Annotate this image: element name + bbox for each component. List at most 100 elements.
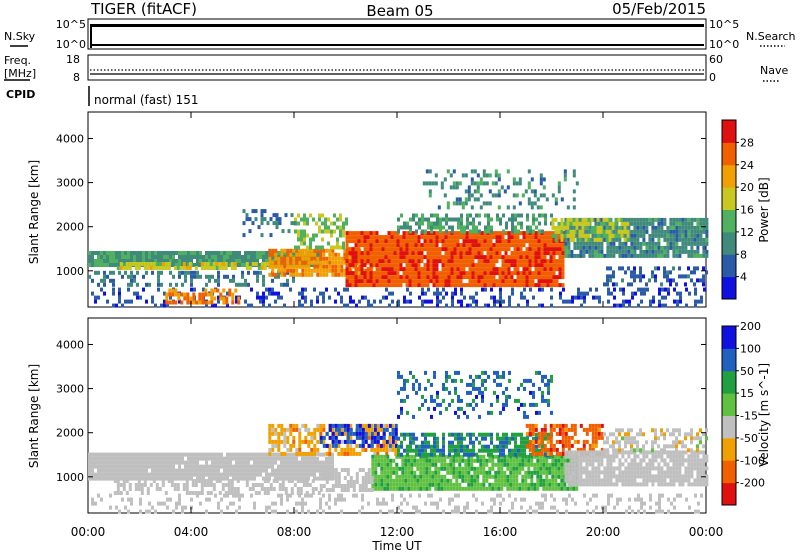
heatmap-cell	[507, 259, 511, 264]
heatmap-cell	[163, 299, 166, 304]
heatmap-cell	[504, 259, 508, 264]
heatmap-cell	[211, 274, 214, 279]
heatmap-cell	[318, 225, 321, 230]
heatmap-cell	[265, 468, 268, 473]
heatmap-cell	[351, 255, 355, 260]
heatmap-cell	[304, 468, 307, 473]
heatmap-cell	[494, 181, 498, 186]
heatmap-cell	[408, 247, 412, 252]
heatmap-cell	[351, 271, 355, 276]
heatmap-cell	[538, 213, 541, 218]
heatmap-cell	[286, 452, 289, 457]
heatmap-cell	[380, 478, 384, 483]
heatmap-cell	[205, 456, 208, 461]
heatmap-cell	[217, 505, 220, 510]
heatmap-cell	[169, 468, 172, 473]
heatmap-cell	[172, 468, 175, 473]
heatmap-cell	[426, 279, 430, 284]
heatmap-cell	[454, 291, 457, 296]
heatmap-cell	[702, 237, 706, 242]
heatmap-cell	[405, 231, 409, 236]
heatmap-cell	[357, 255, 361, 260]
heatmap-cell	[633, 253, 637, 258]
heatmap-cell	[237, 296, 241, 301]
heatmap-cell	[485, 470, 489, 475]
heatmap-cell	[103, 460, 106, 465]
heatmap-cell	[278, 483, 282, 487]
heatmap-cell	[546, 251, 550, 256]
heatmap-cell	[370, 427, 374, 432]
heatmap-cell	[405, 279, 409, 284]
heatmap-cell	[343, 427, 347, 432]
heatmap-cell	[414, 271, 418, 276]
heatmap-cell	[106, 259, 109, 263]
heatmap-cell	[633, 270, 636, 275]
heatmap-cell	[465, 283, 469, 288]
heatmap-cell	[519, 231, 523, 236]
heatmap-cell	[572, 221, 576, 226]
heatmap-cell	[214, 452, 217, 457]
heatmap-cell	[336, 237, 339, 242]
heatmap-cell	[654, 241, 658, 246]
heatmap-cell	[211, 452, 214, 457]
heatmap-cell	[396, 283, 400, 288]
heatmap-cell	[390, 275, 394, 280]
heatmap-cell	[157, 452, 160, 457]
heatmap-cell	[658, 505, 661, 510]
heatmap-cell	[221, 262, 225, 266]
heatmap-cell	[523, 287, 526, 292]
heatmap-cell	[687, 274, 690, 279]
heatmap-cell	[354, 267, 358, 272]
heatmap-cell	[145, 460, 148, 465]
heatmap-cell	[542, 193, 546, 198]
heatmap-cell	[103, 291, 106, 296]
heatmap-cell	[417, 263, 421, 268]
heatmap-cell	[495, 255, 499, 260]
heatmap-cell	[214, 472, 217, 477]
heatmap-cell	[482, 169, 486, 174]
heatmap-cell	[414, 259, 418, 264]
heatmap-cell	[163, 251, 166, 255]
heatmap-cell	[530, 470, 534, 475]
heatmap-cell	[253, 472, 256, 477]
heatmap-cell	[530, 462, 534, 467]
heatmap-cell	[211, 468, 214, 473]
heatmap-cell	[551, 466, 555, 471]
power-heatmap	[88, 169, 709, 308]
heatmap-cell	[480, 259, 484, 264]
heatmap-cell	[130, 270, 133, 275]
heatmap-cell	[378, 279, 382, 284]
heatmap-cell	[299, 491, 303, 495]
heatmap-cell	[241, 259, 244, 263]
heatmap-cell	[184, 505, 187, 510]
heatmap-cell	[518, 454, 522, 459]
heatmap-cell	[510, 279, 514, 284]
heatmap-cell	[94, 464, 97, 469]
heatmap-cell	[134, 483, 138, 487]
heatmap-cell	[88, 274, 91, 279]
heatmap-cell	[148, 464, 151, 469]
heatmap-cell	[518, 482, 522, 487]
heatmap-cell	[524, 462, 528, 467]
heatmap-cell	[452, 470, 456, 475]
heatmap-cell	[163, 464, 166, 469]
heatmap-cell	[301, 248, 305, 253]
heatmap-cell	[473, 466, 477, 471]
heatmap-cell	[214, 493, 217, 498]
heatmap-cell	[495, 271, 499, 276]
heatmap-cell	[154, 303, 157, 308]
heatmap-cell	[529, 287, 532, 292]
heatmap-cell	[360, 283, 364, 288]
heatmap-cell	[260, 221, 264, 226]
heatmap-cell	[544, 217, 547, 222]
heatmap-cell	[262, 259, 265, 263]
heatmap-cell	[118, 259, 121, 263]
heatmap-cell	[440, 466, 444, 471]
heatmap-cell	[458, 470, 462, 475]
heatmap-cell	[169, 282, 172, 287]
heatmap-cell	[476, 486, 480, 491]
heatmap-cell	[306, 245, 309, 250]
heatmap-cell	[235, 493, 238, 498]
heatmap-cell	[340, 451, 344, 456]
heatmap-cell	[488, 458, 492, 463]
